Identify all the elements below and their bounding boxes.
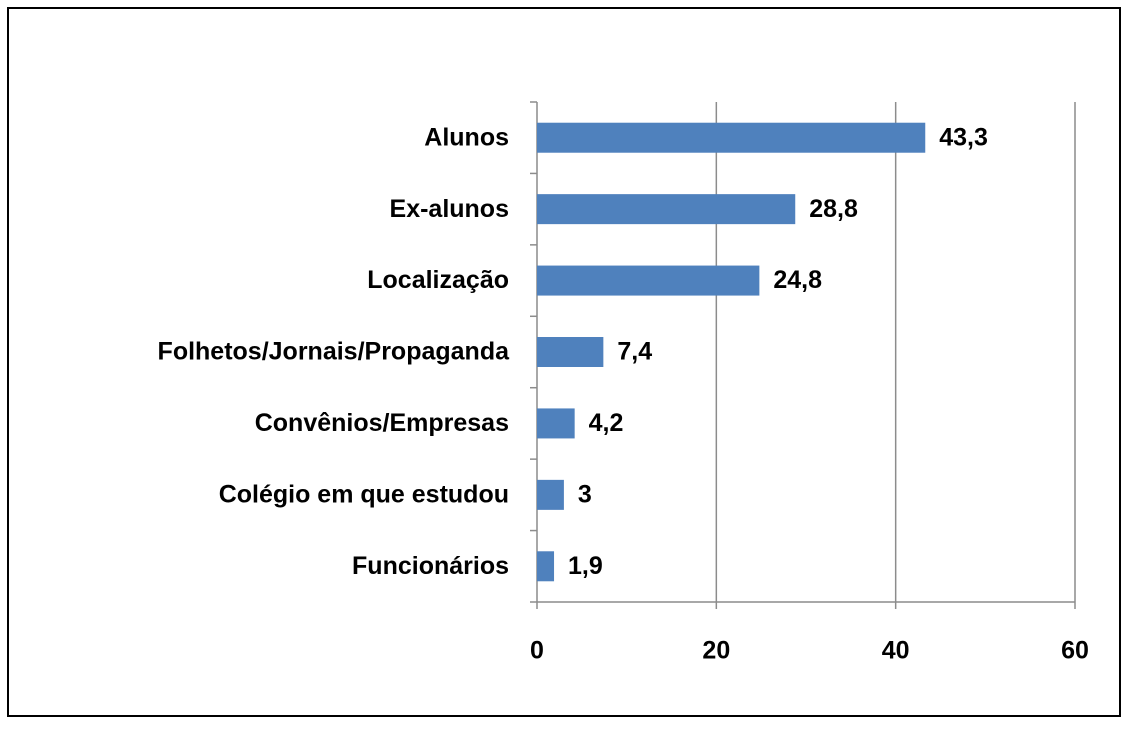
y-tick-label: Convênios/Empresas bbox=[255, 409, 509, 437]
bar bbox=[537, 337, 604, 367]
x-tick-label: 20 bbox=[702, 637, 730, 665]
x-tick-label: 40 bbox=[882, 637, 910, 665]
y-tick-label: Ex-alunos bbox=[390, 195, 509, 223]
data-label: 24,8 bbox=[773, 266, 822, 294]
bar bbox=[537, 479, 564, 510]
y-tick-label: Alunos bbox=[424, 123, 509, 151]
y-tick-label: Localização bbox=[367, 266, 509, 294]
data-label: 7,4 bbox=[617, 338, 652, 366]
x-tick-label: 0 bbox=[530, 637, 544, 665]
chart-frame bbox=[7, 7, 1121, 717]
data-label: 28,8 bbox=[809, 195, 858, 223]
bar bbox=[537, 551, 555, 582]
bar bbox=[537, 194, 796, 225]
y-tick-label: Colégio em que estudou bbox=[219, 480, 509, 508]
data-label: 4,2 bbox=[589, 409, 624, 437]
y-tick-label: Funcionários bbox=[352, 552, 509, 580]
bar bbox=[537, 122, 926, 153]
y-tick-label: Folhetos/Jornais/Propaganda bbox=[158, 338, 511, 366]
data-label: 43,3 bbox=[939, 123, 988, 151]
bar bbox=[537, 408, 575, 439]
data-label: 3 bbox=[578, 480, 592, 508]
x-tick-label: 60 bbox=[1061, 637, 1089, 665]
bar bbox=[537, 265, 760, 296]
data-label: 1,9 bbox=[568, 552, 603, 580]
